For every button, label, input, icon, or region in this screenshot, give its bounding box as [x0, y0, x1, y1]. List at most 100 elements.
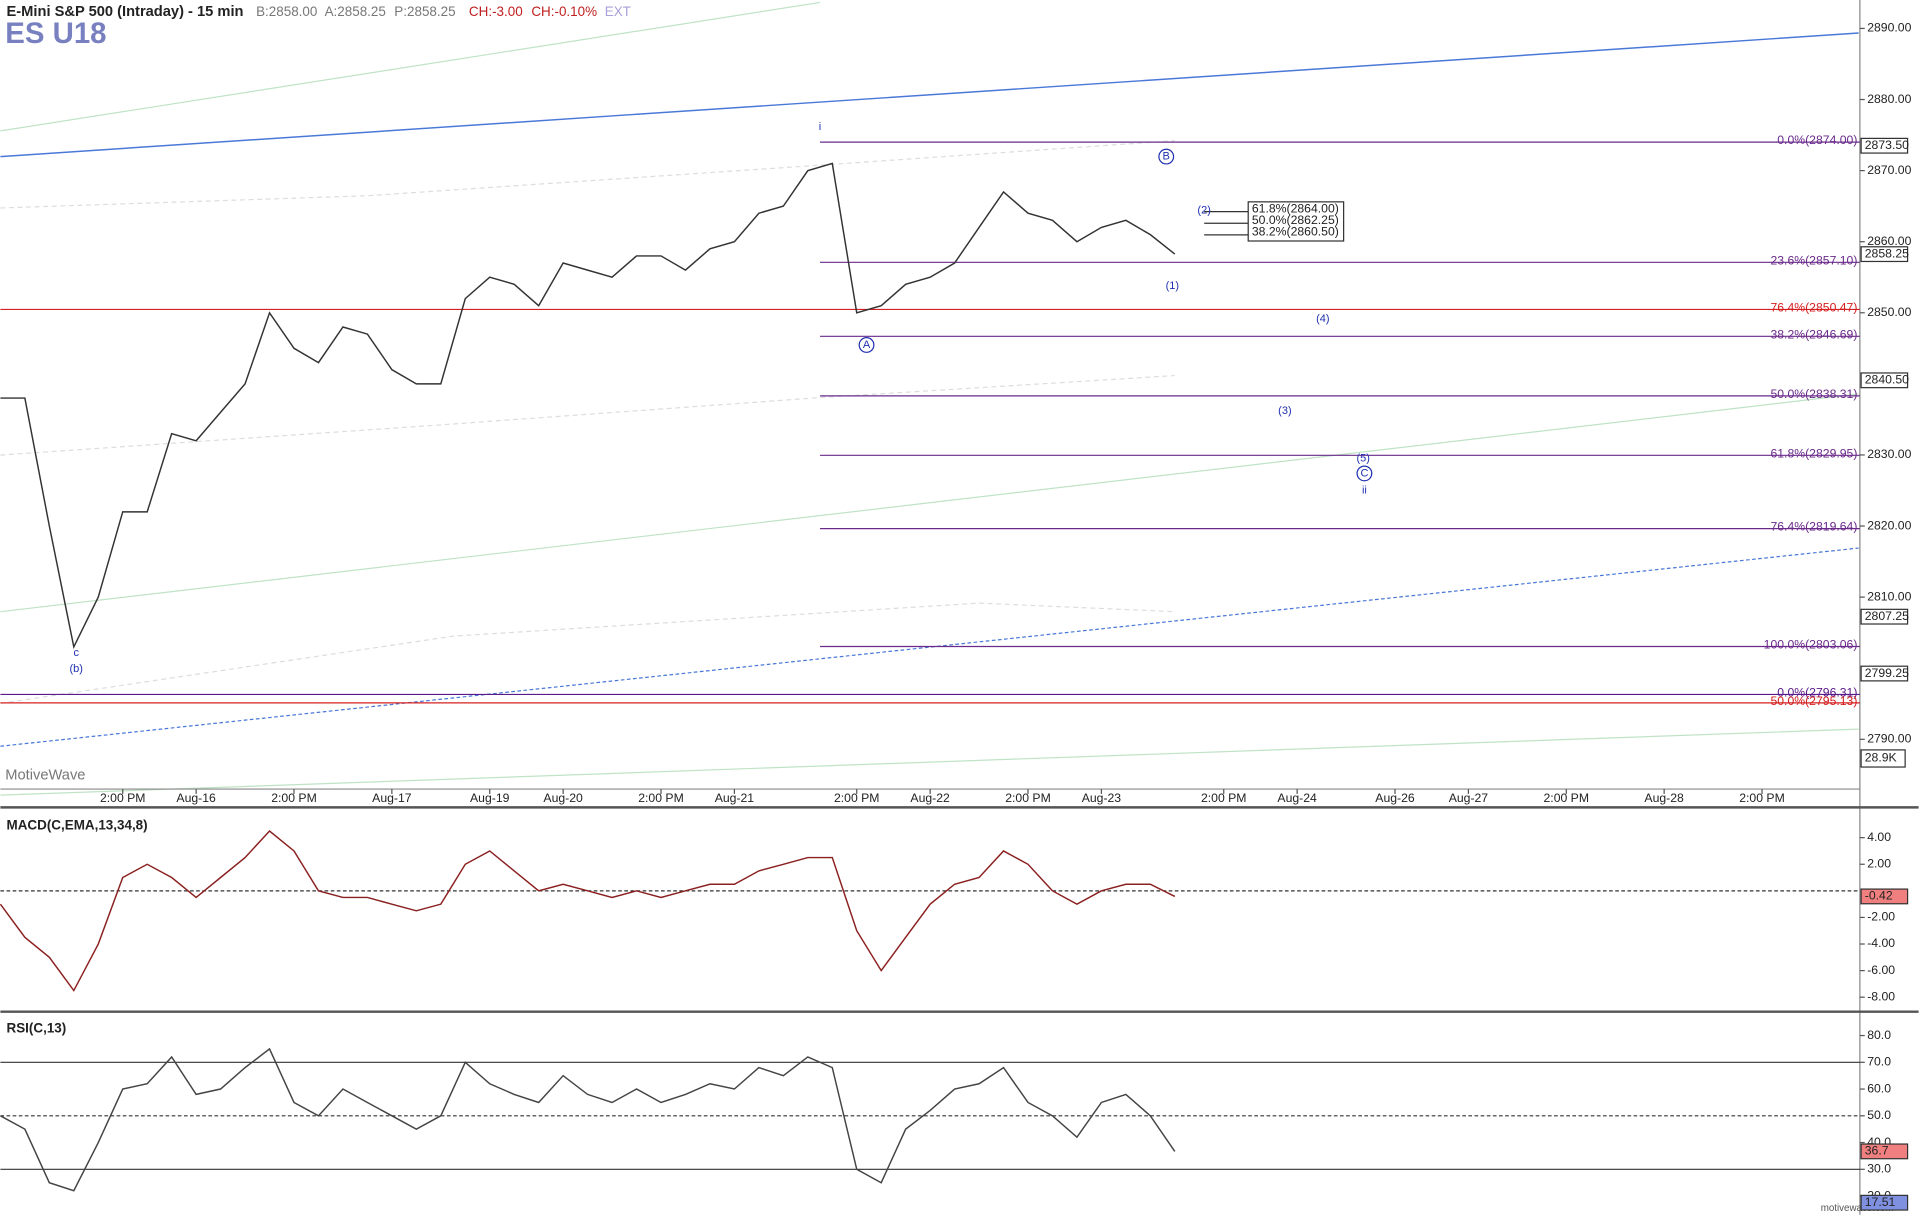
price-marker — [1860, 665, 1909, 682]
change-pct: CH:-0.10% — [531, 4, 597, 19]
x-tick-label: Aug-21 — [715, 791, 755, 805]
wave-label: C — [1360, 467, 1368, 479]
wave-label: (3) — [1278, 405, 1291, 417]
wave-label: (4) — [1316, 313, 1329, 325]
price-marker-label: 36.7 — [1865, 1144, 1889, 1158]
x-tick-label: 2:00 PM — [1201, 791, 1247, 805]
y-tick-label: 2860.00 — [1867, 234, 1911, 248]
y-tick-label: 2820.00 — [1867, 518, 1911, 532]
y-tick-label: 4.00 — [1867, 830, 1891, 844]
panel-title: RSI(C,13) — [7, 1020, 67, 1035]
x-tick-label: Aug-19 — [470, 791, 510, 805]
x-tick-label: Aug-24 — [1277, 791, 1317, 805]
panel-title: MACD(C,EMA,13,34,8) — [7, 817, 148, 832]
fib-label: 100.0%(2803.06) — [1764, 637, 1858, 651]
x-tick-label: Aug-20 — [543, 791, 583, 805]
y-tick-label: -4.00 — [1867, 936, 1895, 950]
x-tick-label: 2:00 PM — [1544, 791, 1590, 805]
x-tick-label: 2:00 PM — [100, 791, 146, 805]
trend-line — [0, 1, 821, 132]
price-marker — [1860, 1143, 1909, 1160]
volume-box — [1860, 749, 1906, 768]
level-label: 76.4%(2850.47) — [1770, 300, 1857, 314]
y-tick-label: -8.00 — [1867, 989, 1895, 1003]
y-tick-label: 2810.00 — [1867, 589, 1911, 603]
price-marker — [1860, 888, 1909, 905]
fib-label: 0.0%(2874.00) — [1777, 133, 1857, 147]
y-tick-label: 2850.00 — [1867, 305, 1911, 319]
symbol: ES U18 — [5, 17, 106, 50]
ask: A:2858.25 — [325, 4, 386, 19]
y-tick-label: 2870.00 — [1867, 163, 1911, 177]
wave-circle — [1158, 148, 1175, 165]
instrument-title: E-Mini S&P 500 (Intraday) - 15 min — [7, 4, 244, 20]
bid: B:2858.00 — [256, 4, 317, 19]
fib-box-label: 38.2%(2860.50) — [1252, 225, 1339, 239]
price-marker-label: 2858.25 — [1865, 246, 1909, 260]
channel-line — [0, 140, 1175, 209]
y-tick-label: 2.00 — [1867, 856, 1891, 870]
level-label: 50.0%(2795.13) — [1770, 694, 1857, 708]
price-marker-label: 17.51 — [1865, 1195, 1896, 1209]
x-tick-label: Aug-27 — [1449, 791, 1489, 805]
wave-label: (b) — [70, 663, 83, 675]
footer: motivewave.com — [1821, 1203, 1894, 1214]
fib-label: 76.4%(2819.64) — [1770, 520, 1857, 534]
x-tick-label: 2:00 PM — [271, 791, 317, 805]
series-line — [0, 830, 1176, 992]
channel-line — [0, 374, 1175, 456]
wave-circle — [1356, 465, 1373, 482]
x-tick-label: Aug-16 — [176, 791, 216, 805]
y-tick-label: 2790.00 — [1867, 732, 1911, 746]
price-marker-label: 2799.25 — [1865, 666, 1909, 680]
price-marker — [1860, 246, 1909, 263]
price-marker — [1860, 1194, 1909, 1211]
series-line — [0, 162, 1176, 650]
y-tick-label: 50.0 — [1867, 1108, 1891, 1122]
x-tick-label: 2:00 PM — [638, 791, 684, 805]
x-tick-label: 2:00 PM — [1739, 791, 1785, 805]
wave-label: (2) — [1197, 204, 1210, 216]
session: EXT — [605, 4, 631, 19]
fib-label: 50.0%(2838.31) — [1770, 387, 1857, 401]
y-tick-label: 2830.00 — [1867, 447, 1911, 461]
fib-box-label: 50.0%(2862.25) — [1252, 213, 1339, 227]
y-tick-label: 2890.00 — [1867, 21, 1911, 35]
wave-circle — [858, 337, 875, 353]
price-marker-label: 2840.50 — [1865, 373, 1909, 387]
price-marker — [1860, 137, 1909, 154]
series-line — [0, 1047, 1176, 1192]
wave-label: (1) — [1166, 280, 1179, 292]
wave-label: B — [1163, 150, 1170, 162]
y-tick-label: 60.0 — [1867, 1081, 1891, 1095]
trend-lines — [0, 1, 1859, 796]
wave-label: ii — [1362, 484, 1367, 496]
y-tick-label: 80.0 — [1867, 1028, 1891, 1042]
fib-box-label: 61.8%(2864.00) — [1252, 201, 1339, 215]
y-tick-label: 30.0 — [1867, 1162, 1891, 1176]
x-tick-label: 2:00 PM — [834, 791, 880, 805]
level-label: 0.0%(2796.31) — [1777, 685, 1857, 699]
y-tick-label: 70.0 — [1867, 1055, 1891, 1069]
fib-box — [1247, 201, 1345, 242]
x-tick-label: 2:00 PM — [1005, 791, 1051, 805]
x-tick-label: Aug-26 — [1375, 791, 1415, 805]
change: CH:-3.00 — [469, 4, 523, 19]
price-marker-label: 2873.50 — [1865, 138, 1909, 152]
y-tick-label: 2880.00 — [1867, 92, 1911, 106]
price-marker-label: 2807.25 — [1865, 609, 1909, 623]
wave-label: i — [819, 121, 821, 133]
channel-line — [0, 602, 1175, 705]
fib-label: 23.6%(2857.10) — [1770, 253, 1857, 267]
watermark: MotiveWave — [5, 767, 85, 783]
fib-label: 61.8%(2829.95) — [1770, 446, 1857, 460]
trend-line — [0, 32, 1859, 158]
volume-label: 28.9K — [1865, 751, 1898, 765]
wave-label: (5) — [1356, 453, 1369, 465]
trend-line — [0, 728, 1859, 796]
x-tick-label: Aug-17 — [372, 791, 412, 805]
trend-line — [0, 393, 1859, 613]
x-tick-label: Aug-23 — [1082, 791, 1122, 805]
